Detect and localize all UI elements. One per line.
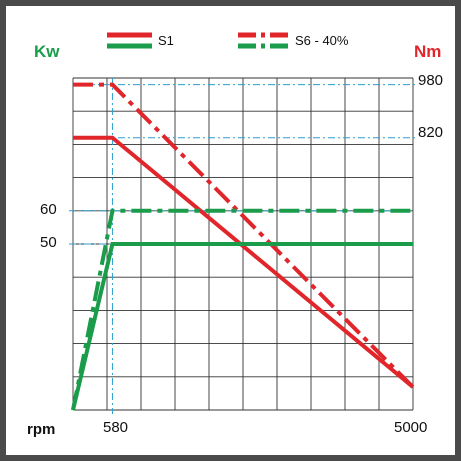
legend-label-s6: S6 - 40%: [295, 33, 349, 48]
chart-frame: S1 S6 - 40% Kw Nm 980 820 60 50 rpm 580 …: [6, 6, 455, 455]
legend: S1 S6 - 40%: [107, 32, 349, 49]
series-power-s1: [71, 242, 413, 411]
grid: [72, 77, 414, 411]
left-tick-60: 60: [40, 201, 57, 218]
right-tick-820: 820: [418, 124, 443, 141]
series-power-s6: [71, 208, 413, 411]
right-axis-label: Nm: [414, 42, 441, 61]
x-tick-5000: 5000: [394, 419, 427, 436]
motor-curve-chart: S1 S6 - 40% Kw Nm 980 820 60 50 rpm 580 …: [27, 32, 443, 438]
left-axis-label: Kw: [34, 42, 60, 61]
x-axis-label: rpm: [27, 421, 55, 438]
series-layer: [71, 82, 415, 411]
left-tick-50: 50: [40, 234, 57, 251]
right-tick-980: 980: [418, 72, 443, 89]
series-torque-s1: [73, 135, 415, 389]
x-tick-580: 580: [103, 419, 128, 436]
legend-label-s1: S1: [158, 33, 174, 48]
series-torque-s6: [73, 82, 415, 389]
